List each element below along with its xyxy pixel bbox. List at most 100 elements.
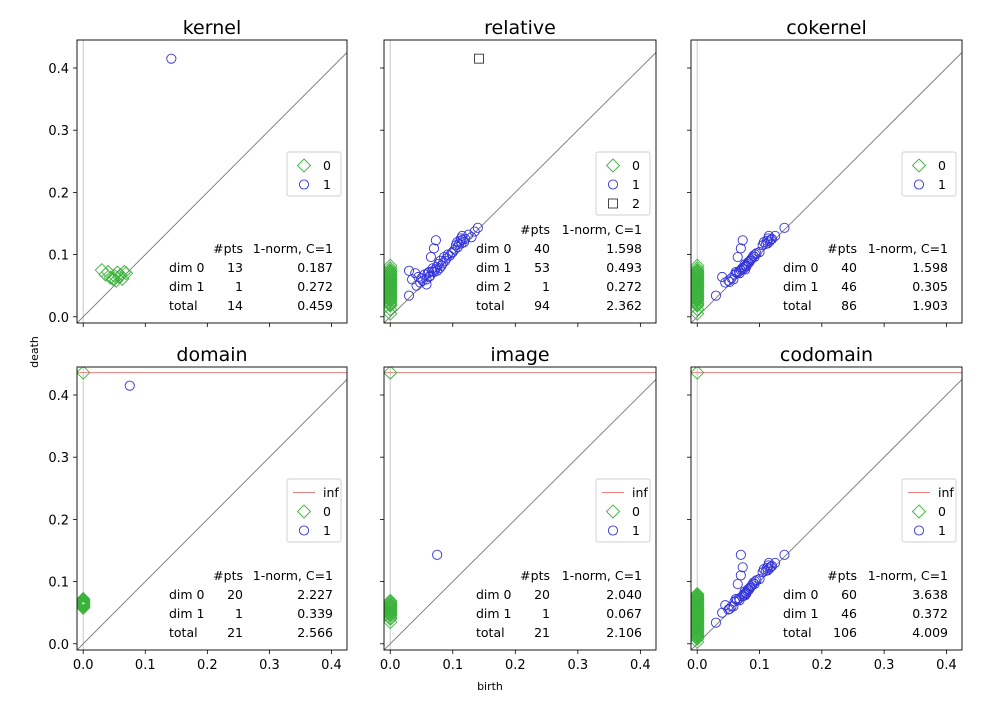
y-tick-label: 0.3 xyxy=(48,124,69,139)
stats-header-pts: #pts xyxy=(827,568,857,583)
stats-row-count: 106 xyxy=(833,625,857,640)
stats-row-count: 46 xyxy=(841,279,857,294)
stats-row-norm: 1.598 xyxy=(606,241,642,256)
y-tick-label: 0.2 xyxy=(48,186,69,201)
stats-row-count: 40 xyxy=(534,241,550,256)
legend-box xyxy=(595,478,651,543)
data-point xyxy=(434,263,445,274)
axes-frame xyxy=(76,366,348,651)
panel-domain: domain 0.0 0.0 0.1 0.1 0.2 0.2 0.3 0.3 0.4 0.4 inf 0… xyxy=(48,344,348,673)
legend-swatch xyxy=(296,504,312,519)
stats-row-label: total xyxy=(476,625,505,640)
data-point xyxy=(691,261,705,276)
legend-box xyxy=(595,151,651,216)
legend-swatch xyxy=(913,525,925,536)
stats-row-label: dim 2 xyxy=(476,279,512,294)
stats-row-label: total xyxy=(783,298,812,313)
series-0 xyxy=(94,262,134,288)
data-point xyxy=(384,603,398,618)
axes-frame xyxy=(383,39,657,324)
y-tick-label: 0.1 xyxy=(48,249,69,264)
data-point xyxy=(691,588,705,604)
data-point xyxy=(691,367,705,380)
legend-swatch xyxy=(911,504,927,519)
series-1 xyxy=(710,222,790,301)
legend-box xyxy=(901,478,957,543)
legend-swatch xyxy=(605,504,621,519)
data-point xyxy=(737,235,748,246)
data-point xyxy=(113,267,128,283)
series-0 xyxy=(691,258,705,321)
stats-row-label: dim 1 xyxy=(476,606,512,621)
x-tick-label: 0.4 xyxy=(630,658,651,673)
plot-area xyxy=(691,367,962,650)
stats-row-count: 1 xyxy=(235,606,243,621)
data-point xyxy=(77,595,91,610)
legend: inf 0 1 xyxy=(595,478,651,543)
panel-relative: relative 0 1 2 #pts 1-norm, C=1 dim 0 40 1.598 di… xyxy=(380,17,657,327)
data-point xyxy=(77,367,91,380)
stats-header-pts: #pts xyxy=(213,241,243,256)
data-point xyxy=(384,367,398,380)
data-point xyxy=(384,264,398,279)
stats-row-norm: 3.638 xyxy=(912,587,948,602)
legend-label: inf xyxy=(323,485,339,500)
stats-row-norm: 1.598 xyxy=(912,260,948,275)
data-point xyxy=(691,604,705,619)
plot-area xyxy=(384,40,656,323)
axes-frame xyxy=(383,366,657,651)
data-point xyxy=(691,627,705,642)
data-point xyxy=(430,235,441,246)
series-1 xyxy=(166,53,177,64)
data-point xyxy=(421,279,432,290)
data-point xyxy=(100,264,116,280)
series-1 xyxy=(710,549,790,628)
stats-header-pts: #pts xyxy=(520,222,550,237)
x-tick-label: 0.2 xyxy=(811,658,832,673)
stats-row-label: dim 1 xyxy=(476,260,512,275)
stats-row-label: dim 1 xyxy=(169,279,205,294)
data-point xyxy=(770,557,781,568)
data-point xyxy=(735,570,746,581)
legend-box xyxy=(286,151,342,197)
y-tick-label: 0.2 xyxy=(48,513,69,528)
stats-header-pts: #pts xyxy=(827,241,857,256)
stats-row-count: 60 xyxy=(841,587,857,602)
data-point xyxy=(741,588,752,599)
stats-row-norm: 2.566 xyxy=(297,625,333,640)
data-point xyxy=(779,549,790,560)
stats-row-norm: 0.493 xyxy=(606,260,642,275)
stats-row-label: total xyxy=(476,298,505,313)
stats-header-norm: 1-norm, C=1 xyxy=(253,241,333,256)
stats-row-count: 21 xyxy=(227,625,243,640)
legend-swatch xyxy=(605,158,621,173)
legend-swatch xyxy=(298,179,310,190)
stats-row-norm: 0.067 xyxy=(606,606,642,621)
x-tick-label: 0.4 xyxy=(936,658,957,673)
data-point xyxy=(474,53,484,64)
axes-frame xyxy=(690,366,963,651)
data-point xyxy=(749,252,760,263)
data-point xyxy=(762,238,773,249)
data-point xyxy=(425,270,436,281)
panel-title: image xyxy=(490,344,549,366)
legend-swatch xyxy=(607,179,619,190)
x-tick-label: 0.4 xyxy=(321,658,342,673)
plot-area xyxy=(691,40,962,323)
stats-table: #pts 1-norm, C=1 dim 0 40 1.598 dim 1 46 0.305 t… xyxy=(783,241,948,313)
legend-label: 1 xyxy=(323,177,331,192)
stats-row-label: total xyxy=(169,298,198,313)
stats-row-label: dim 0 xyxy=(169,587,205,602)
data-point xyxy=(428,243,440,254)
data-point xyxy=(469,226,480,237)
data-point xyxy=(115,271,130,286)
y-tick-label: 0.1 xyxy=(48,576,69,591)
stats-table: #pts 1-norm, C=1 dim 0 60 3.638 dim 1 46 0.372 t… xyxy=(783,568,948,640)
legend-label: 0 xyxy=(938,504,946,519)
data-point xyxy=(77,594,91,609)
data-point xyxy=(691,614,705,630)
legend: 01 xyxy=(901,151,957,197)
y-tick-label: 0.4 xyxy=(48,62,69,77)
